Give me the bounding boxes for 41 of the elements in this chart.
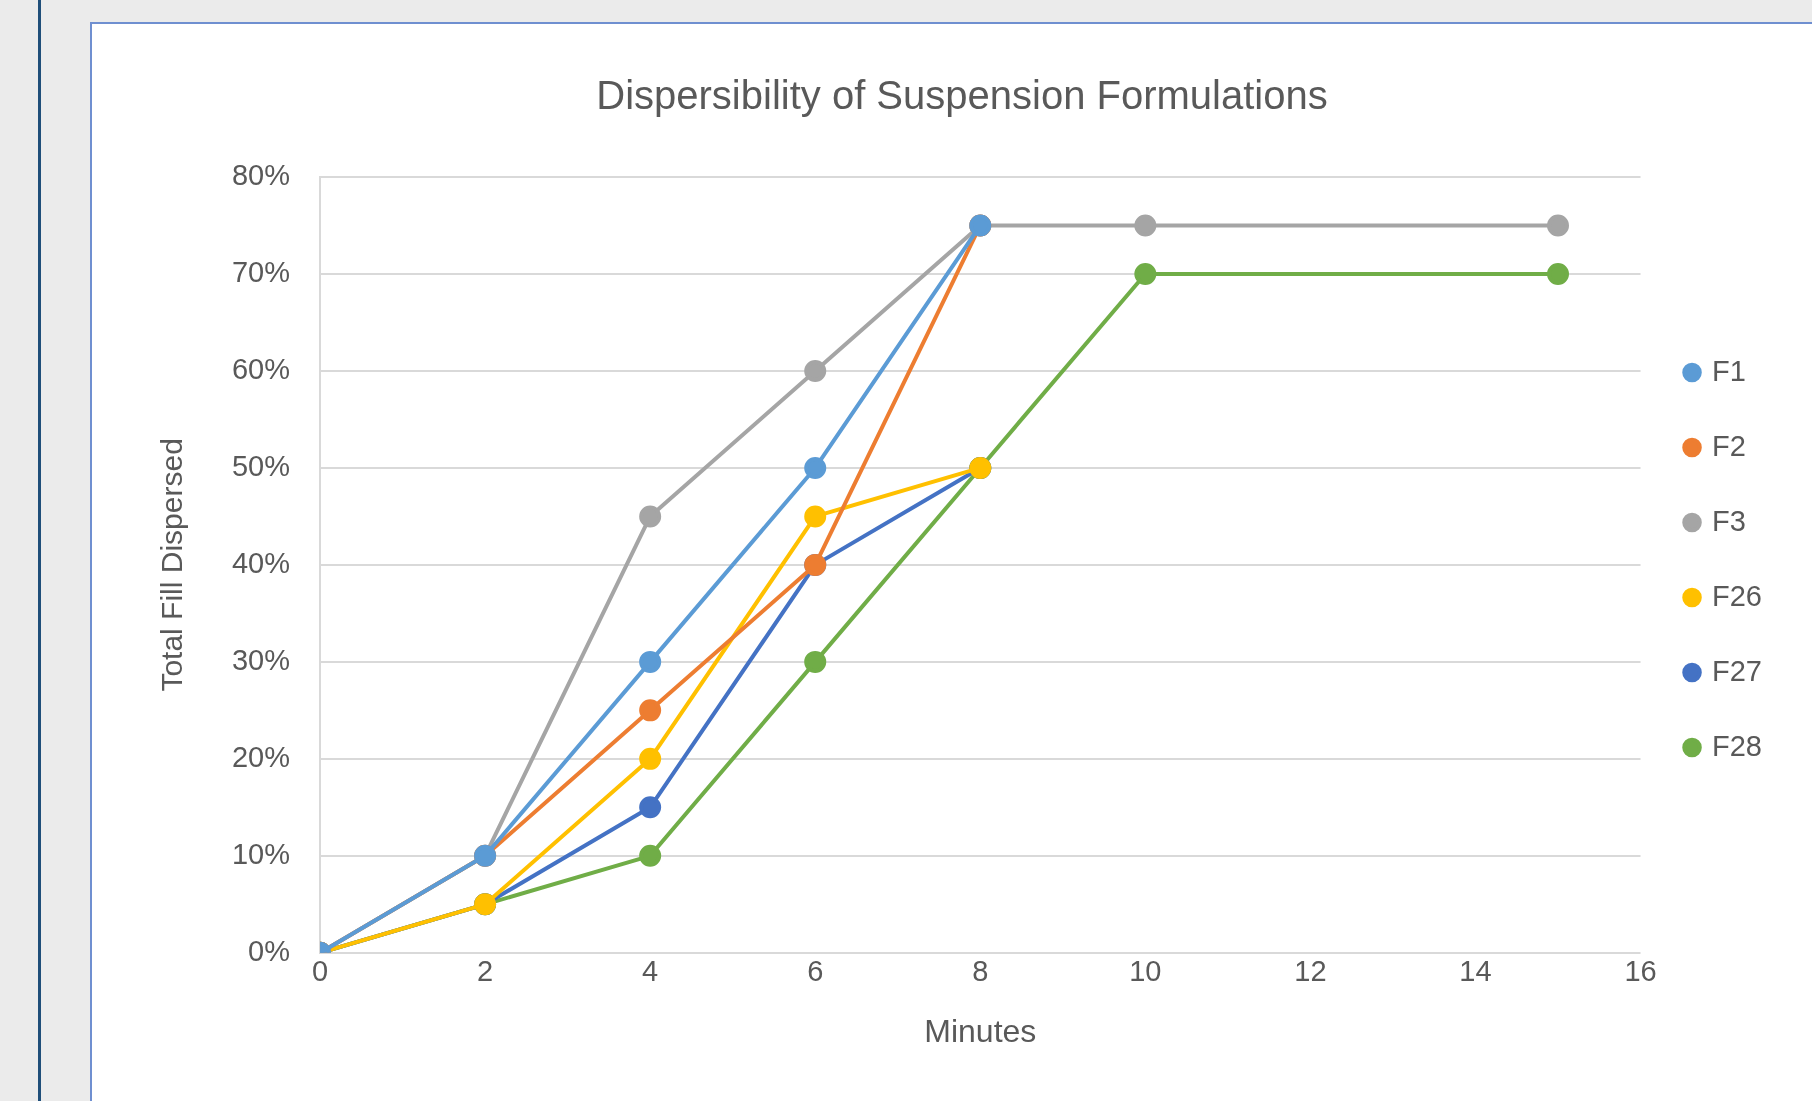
x-tick-label: 8	[972, 955, 989, 988]
x-tick-label: 2	[477, 955, 494, 988]
x-tick-label: 16	[1624, 955, 1657, 988]
x-tick-label: 4	[642, 955, 659, 988]
legend-label: F3	[1712, 504, 1746, 537]
x-tick-label: 14	[1459, 955, 1492, 988]
point	[804, 456, 827, 479]
y-tick-label: 0%	[248, 934, 291, 967]
point	[1547, 214, 1569, 237]
point	[639, 747, 662, 770]
point	[804, 359, 827, 382]
x-tick-label: 6	[807, 955, 824, 988]
x-tick-label: 0	[311, 955, 329, 988]
point	[804, 505, 827, 528]
y-tick-label: 50%	[232, 449, 291, 482]
legend-label: F26	[1712, 579, 1763, 612]
y-tick-label: 70%	[232, 255, 291, 288]
y-tick-label: 30%	[232, 643, 291, 676]
point	[639, 505, 662, 528]
point	[1547, 262, 1569, 285]
point	[804, 650, 827, 673]
y-tick-label: 20%	[232, 740, 291, 773]
chart-title: Dispersibility of Suspension Formulations	[596, 73, 1328, 118]
x-axis-title: Minutes	[924, 1012, 1037, 1049]
y-tick-label: 80%	[232, 159, 291, 191]
legend-label: F27	[1712, 654, 1763, 687]
point	[1134, 262, 1157, 285]
legend-label: F2	[1712, 429, 1746, 462]
y-tick-label: 10%	[232, 837, 291, 870]
legend-label: F28	[1712, 729, 1763, 762]
x-tick-label: 12	[1294, 955, 1327, 988]
point	[639, 796, 662, 819]
point	[639, 844, 662, 867]
y-tick-label: 40%	[232, 546, 291, 579]
x-tick-label: 10	[1129, 955, 1162, 988]
y-axis-title: Total Fill Dispersed	[155, 438, 189, 692]
point	[639, 699, 662, 722]
point	[1134, 214, 1157, 237]
y-tick-label: 60%	[232, 352, 291, 385]
point	[639, 650, 662, 673]
legend-label: F1	[1712, 354, 1746, 387]
